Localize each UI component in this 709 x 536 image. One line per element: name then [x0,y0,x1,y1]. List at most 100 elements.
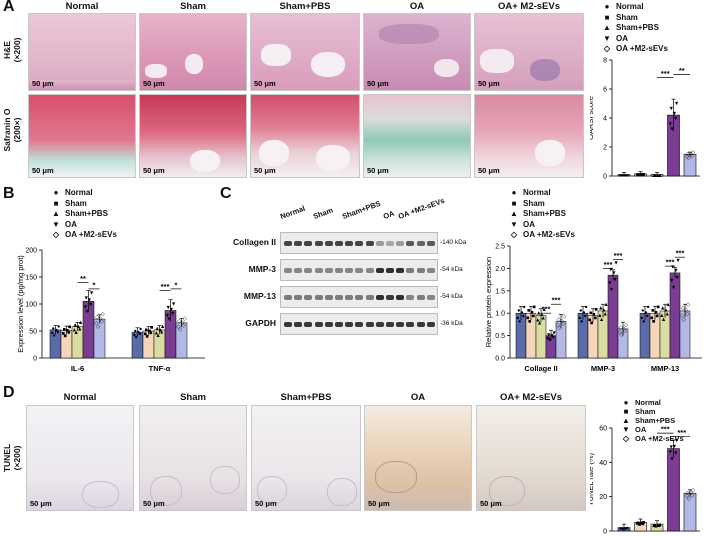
blot-band [406,241,415,246]
y-tick-label: 20 [599,494,607,501]
data-point: ▼ [669,126,674,132]
data-point: ▼ [669,278,674,284]
blot-band [365,295,374,300]
data-point: ▼ [165,313,170,319]
circle-marker-icon: ● [511,188,517,197]
data-point: ■ [528,319,531,325]
blot-band [386,295,394,300]
data-point: ▼ [171,301,176,307]
row-label-safranin-line1: Safranin O [2,108,12,152]
data-point: ◇ [182,323,187,329]
data-point: ▼ [668,450,673,456]
blot-group-labels: Normal Sham Sham+PBS OA OA +M2-sEVs [279,185,446,229]
significance-label: * [175,280,178,289]
blot-band [304,322,313,327]
legend-item: ■ Sham [603,13,668,24]
data-point: ▲ [653,173,658,179]
data-point: ◇ [180,320,185,326]
data-point: ■ [637,521,640,527]
blot-label: GAPDH [245,318,276,328]
scale-label: 50 μm [143,499,165,508]
scale-label: 50 μm [255,499,277,508]
legend-item: ● Normal [52,188,117,199]
data-point: ▼ [551,335,556,341]
blot-band [386,322,394,327]
data-point: ▼ [607,280,612,286]
data-point: ▲ [76,324,81,330]
y-axis-label: Relative protein expression [484,257,493,347]
data-point: ▲ [535,317,540,323]
blot-kda-label: -54 kDa [440,293,463,300]
blot-band [386,241,394,246]
scale-label: 50 μm [480,499,502,508]
blot-band [416,295,425,300]
y-tick-label: 0 [603,174,607,181]
data-point: ▲ [160,324,165,330]
data-point: ▼ [670,265,675,271]
safranin-image-sham: 50 μm [139,94,247,178]
data-point: ◇ [689,152,694,158]
data-point: ▲ [657,173,662,179]
data-point: ◇ [177,319,182,325]
data-point: ◇ [178,327,183,333]
significance-label: *** [161,282,170,291]
legend-item: ● Normal [603,2,668,13]
blot-band [426,322,435,327]
blot-band [335,241,343,246]
data-point: ● [139,326,142,332]
data-point: ◇ [558,326,563,332]
data-point: ● [625,526,628,532]
data-point: ◇ [557,317,562,323]
data-point: ▼ [669,106,674,112]
data-point: ● [517,308,520,314]
data-point: ● [57,324,60,330]
legend-item: ◇ OA +M2-sEVs [510,230,575,241]
data-point: ■ [637,522,640,528]
data-point: ◇ [691,150,696,156]
data-point: ▼ [669,444,674,450]
data-point: ◇ [100,319,105,325]
data-point: ▲ [651,523,656,529]
data-point: ▲ [536,311,541,317]
blot-band [294,295,303,300]
blot-band [416,322,425,327]
significance-label: *** [676,249,685,258]
data-point: ● [52,326,55,332]
blot-band [375,322,384,327]
data-point: ● [56,330,59,336]
data-point: ▲ [655,522,660,528]
data-point: ■ [641,172,644,178]
data-point: ■ [642,520,645,526]
blot-band [294,268,303,273]
triangle-down-marker-icon: ▼ [510,219,518,229]
y-tick-label: 2.5 [495,244,505,251]
data-point: ◇ [690,493,695,499]
legend-label: OA [523,219,535,229]
data-point: ◇ [682,317,687,323]
legend-item: ▲ Sham+PBS [52,209,117,220]
blot-band [304,268,313,273]
row-label-he-line1: H&E [2,41,12,59]
he-image-sham-pbs: 50 μm [250,13,360,91]
blot-band [304,241,313,246]
legend-item: ▲ Sham+PBS [622,416,684,425]
blot-band [365,241,374,246]
data-point: ▲ [599,317,604,323]
data-point: ■ [150,325,153,331]
data-point: ● [518,319,521,325]
blot-membrane [280,232,438,254]
blot-band [324,268,333,273]
data-point: ■ [641,521,644,527]
data-point: ■ [656,305,659,311]
data-point: ● [625,173,628,179]
data-point: ▼ [673,450,678,456]
x-category-label: MMP-3 [591,364,615,373]
blot-band [426,268,435,273]
blot-band [375,241,384,246]
data-point: ■ [594,307,597,313]
blot-band [335,295,343,300]
data-point: ● [640,315,643,321]
data-point: ■ [636,521,639,527]
